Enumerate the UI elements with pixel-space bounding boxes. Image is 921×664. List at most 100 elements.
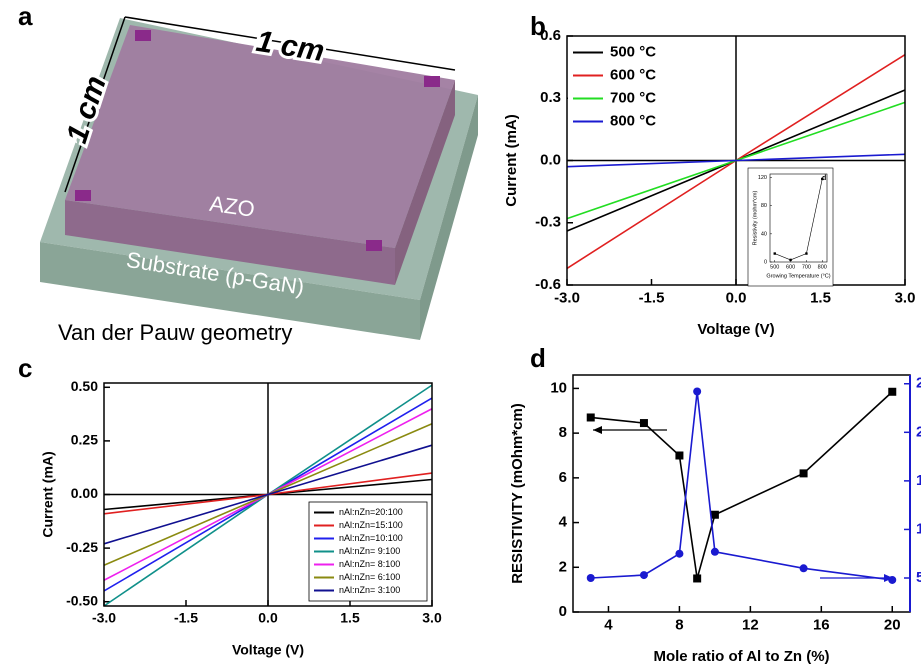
substrate-front [40,242,420,340]
x-tick-label: 20 [884,616,901,633]
x-axis-title: Voltage (V) [232,642,304,658]
y2-tick-label: 5 [916,569,921,586]
legend-label: 600 °C [610,66,656,83]
arrow-head [884,574,893,582]
x-tick-label: 3.0 [895,289,916,306]
x-axis-title: Mole ratio of Al to Zn (%) [653,648,829,664]
point [799,469,808,478]
point [675,549,684,558]
x-tick-label: -3.0 [92,609,116,625]
x-tick-label: -1.5 [174,609,198,625]
y-tick-label: 80 [761,203,767,209]
panel-label: d [822,175,826,182]
y-axis-title: RESISTIVITY (mOhm*cm) [509,403,526,584]
plot-frame [566,35,906,286]
plot-background [573,375,910,612]
point [789,258,792,262]
point [821,177,824,181]
y-tick-label: 0.3 [540,89,561,106]
point [675,451,684,460]
y-tick-label: 0.0 [540,151,561,168]
y-tick-label: -0.25 [66,539,98,555]
y-tick-label: 6 [559,469,567,486]
arrow-head [593,426,602,434]
point [693,574,702,583]
y-tick-label: 2 [559,558,567,575]
contact [424,76,440,87]
point [586,413,595,422]
legend-label: 800 °C [610,112,656,129]
y-tick-label: 0 [559,603,567,620]
plot-frame [103,382,433,607]
series-line [566,153,906,168]
panel-label: a [18,1,33,31]
panel-a: a 1 cm 1 cm AZO Substrate (p-GaN) Van de… [18,1,478,345]
series-line [774,178,823,261]
y-tick-label: -0.3 [535,214,561,231]
panel-label: c [18,353,32,383]
x-tick-label: 4 [604,616,613,633]
contact [366,240,382,251]
x-tick-label: -3.0 [554,289,580,306]
y-tick-label: 0.6 [540,27,561,44]
x-tick-label: 16 [813,616,830,633]
point [639,419,648,428]
legend-label: nAl:nZn= 3:100 [339,585,400,595]
x-tick-label: 0.0 [726,289,747,306]
panel-label: d [530,343,546,373]
film-front [65,200,395,285]
x-tick-label: 700 [802,264,811,270]
point [799,564,808,573]
y-tick-label: 0.00 [71,485,98,501]
x-tick-label: -1.5 [639,289,665,306]
substrate-side [420,95,478,340]
y2-tick-label: 10 [916,520,921,537]
point [773,252,776,255]
point [805,252,808,255]
contact [135,30,151,41]
y-tick-label: 40 [761,231,767,237]
x-tick-label: 0.0 [258,609,278,625]
point [888,387,897,396]
contact [75,190,91,201]
legend-label: nAl:nZn=20:100 [339,507,403,517]
point [586,574,595,583]
y2-tick-label: 20 [916,423,921,440]
legend-label: 700 °C [610,89,656,106]
x-tick-label: 12 [742,616,759,633]
point [710,510,719,519]
y-axis-title: Current (mA) [503,114,520,207]
y-axis-title: Resistivity (mohm*cm) [752,190,758,245]
y2-tick-label: 15 [916,472,921,489]
x-axis-title: Voltage (V) [697,321,774,338]
dimension-line [124,16,456,71]
y-tick-label: 0 [764,259,767,265]
legend-label: nAl:nZn= 8:100 [339,559,400,569]
legend-label: nAl:nZn=10:100 [339,533,403,543]
film-label: AZO [208,191,256,222]
x-tick-label: 500 [770,264,779,270]
film-top [65,25,455,248]
y-tick-label: 0.25 [71,432,98,448]
panel-label: b [530,11,546,41]
series-line [103,444,433,545]
point [693,387,702,396]
y-tick-label: 0.50 [71,378,98,394]
y-tick-label: 4 [559,514,568,531]
y-tick-label: -0.50 [66,592,98,608]
x-tick-label: 8 [675,616,683,633]
x-tick-label: 1.5 [810,289,831,306]
legend-label: nAl:nZn= 6:100 [339,572,400,582]
y-tick-label: 8 [559,424,567,441]
point [639,571,648,580]
point [710,547,719,556]
y-axis-title: Current (mA) [40,451,56,537]
film-side [395,80,455,285]
dimension-line [64,16,126,193]
y-tick-label: 10 [550,379,567,396]
x-tick-label: 600 [786,264,795,270]
x-tick-label: 1.5 [340,609,360,625]
legend-box [568,37,693,137]
y2-tick-label: 25 [916,375,921,392]
